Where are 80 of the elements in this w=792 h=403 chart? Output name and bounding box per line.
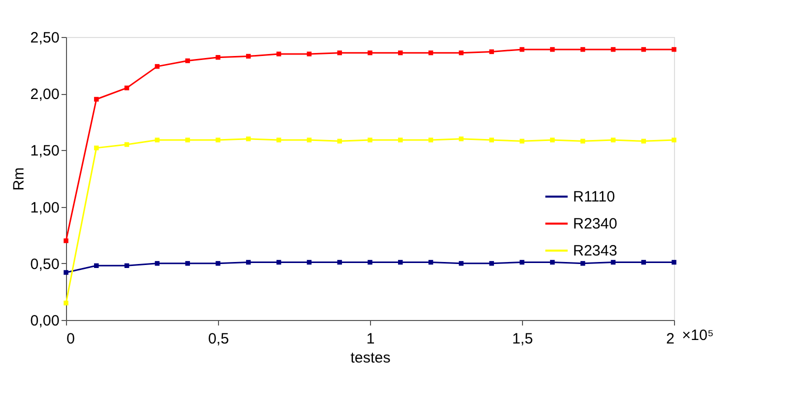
point <box>458 136 464 142</box>
point <box>672 138 676 142</box>
point <box>550 47 555 52</box>
point <box>580 138 586 144</box>
point <box>641 47 646 52</box>
legend-label: R2343 <box>573 242 618 260</box>
legend-label: R1110 <box>573 188 615 206</box>
point <box>306 138 312 142</box>
point <box>216 261 220 266</box>
point <box>520 138 524 144</box>
point <box>337 138 342 144</box>
point <box>610 260 616 265</box>
y-tick-label: 1,50 <box>30 142 60 160</box>
point <box>428 138 434 142</box>
point <box>276 138 282 142</box>
point <box>306 52 312 56</box>
point <box>610 138 616 142</box>
legend-label: R2340 <box>573 216 618 233</box>
x-tick-label: 0,5 <box>208 330 229 348</box>
point <box>276 52 282 56</box>
point <box>610 47 616 52</box>
point <box>398 50 403 56</box>
y-axis-title: Rm <box>10 167 28 191</box>
y-tick-label: 0,50 <box>30 256 60 273</box>
point <box>672 260 676 265</box>
x-tick-label: 1 <box>366 330 375 348</box>
x-tick-label: 0 <box>66 330 75 348</box>
point <box>550 138 555 142</box>
point <box>520 47 524 52</box>
point <box>64 270 68 275</box>
x-tick-label: 2 <box>666 330 674 348</box>
point <box>306 260 312 265</box>
point <box>398 260 403 265</box>
point <box>520 260 524 265</box>
point <box>94 263 99 268</box>
point <box>154 261 160 266</box>
y-tick-label: 2,50 <box>30 30 60 46</box>
point <box>64 238 68 244</box>
point <box>94 96 99 102</box>
point <box>398 138 403 142</box>
point <box>185 261 190 266</box>
point <box>641 260 646 265</box>
y-tick-label: 2,00 <box>30 86 60 104</box>
point <box>216 55 220 60</box>
point <box>94 146 99 150</box>
point <box>246 54 251 59</box>
point <box>672 47 676 52</box>
point <box>154 64 160 69</box>
point <box>246 136 251 142</box>
point <box>580 261 586 266</box>
point <box>337 50 342 56</box>
x-tick-label: 1,5 <box>512 330 533 348</box>
point <box>368 260 372 265</box>
point <box>458 50 464 56</box>
point <box>489 138 494 142</box>
point <box>185 138 190 142</box>
point <box>337 260 342 265</box>
point <box>124 263 130 268</box>
point <box>185 58 190 64</box>
text: ×10⁵ <box>682 327 714 344</box>
y-tick-label: 1,00 <box>30 199 60 216</box>
point <box>550 260 555 265</box>
point <box>368 50 372 56</box>
point <box>216 138 220 142</box>
point <box>368 138 372 142</box>
y-tick-label: 0,00 <box>30 312 60 330</box>
point <box>428 50 434 56</box>
point <box>489 261 494 266</box>
point <box>246 260 251 265</box>
point <box>64 300 68 306</box>
point <box>458 261 464 266</box>
x-axis-title: testes <box>350 350 391 366</box>
point <box>489 49 494 54</box>
point <box>124 86 130 90</box>
point <box>580 47 586 52</box>
point <box>428 260 434 265</box>
point <box>154 138 160 142</box>
point <box>124 142 130 147</box>
point <box>276 260 282 265</box>
point <box>641 138 646 144</box>
